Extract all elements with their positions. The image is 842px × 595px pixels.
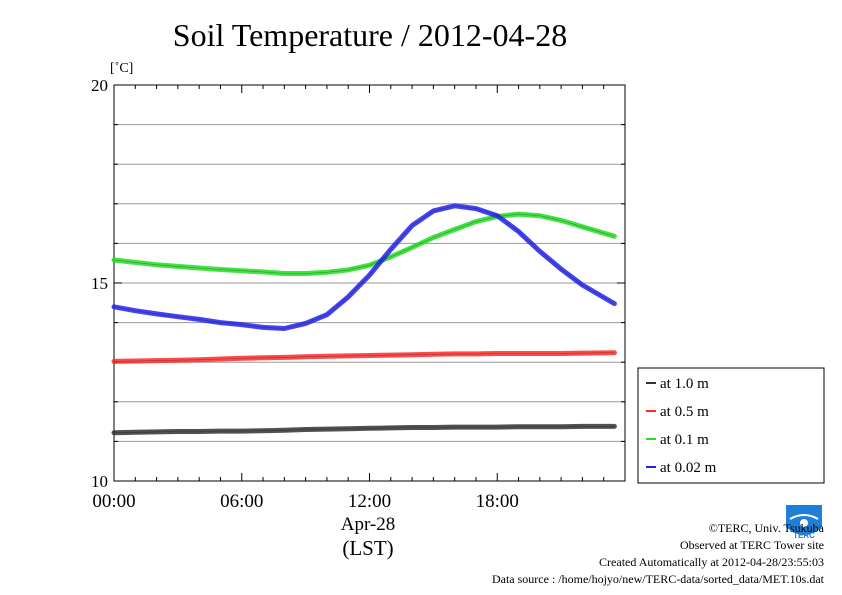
legend: at 1.0 m at 0.5 m at 0.1 m at 0.02 m [637,367,825,484]
y-axis-unit: [˚C] [110,61,133,76]
series-core-0 [113,426,615,433]
x-tick-label: 18:00 [476,491,519,512]
series-core-3 [113,205,615,329]
axes: 10 15 20 00:00 06:00 12:00 18:00 [91,76,626,512]
copyright-text: ©TERC, Univ. Tsukuba [708,521,824,535]
series-line-1 [111,350,617,364]
source-text: Data source : /home/hojyo/new/TERC-data/… [491,572,824,586]
series-core-2 [113,213,615,274]
legend-label: at 0.5 m [660,404,709,420]
svg-text:TERC: TERC [793,531,815,540]
x-tick-label: 12:00 [348,491,391,512]
x-axis-zone-label: (LST) [342,536,393,560]
terc-logo: TERC [786,505,822,540]
y-tick-label: 20 [91,76,108,95]
legend-box [637,367,825,484]
x-axis-date-label: Apr-28 [341,514,396,535]
y-tick-label: 10 [91,472,108,491]
created-text: Created Automatically at 2012-04-28/23:5… [599,555,824,569]
series-line-0 [111,423,617,436]
series-core-1 [113,352,615,362]
legend-label: at 0.1 m [660,432,709,448]
grid-lines [114,124,625,442]
legend-label: at 1.0 m [660,376,709,392]
series-line-3 [111,203,617,331]
y-tick-label: 15 [91,274,108,293]
series-line-2 [111,211,617,276]
series-layer [111,203,617,436]
x-tick-label: 00:00 [92,491,135,512]
chart-title: Soil Temperature / 2012-04-28 [173,17,567,53]
legend-label: at 0.02 m [660,460,717,476]
observed-text: Observed at TERC Tower site [679,538,824,552]
x-tick-label: 06:00 [220,491,263,512]
